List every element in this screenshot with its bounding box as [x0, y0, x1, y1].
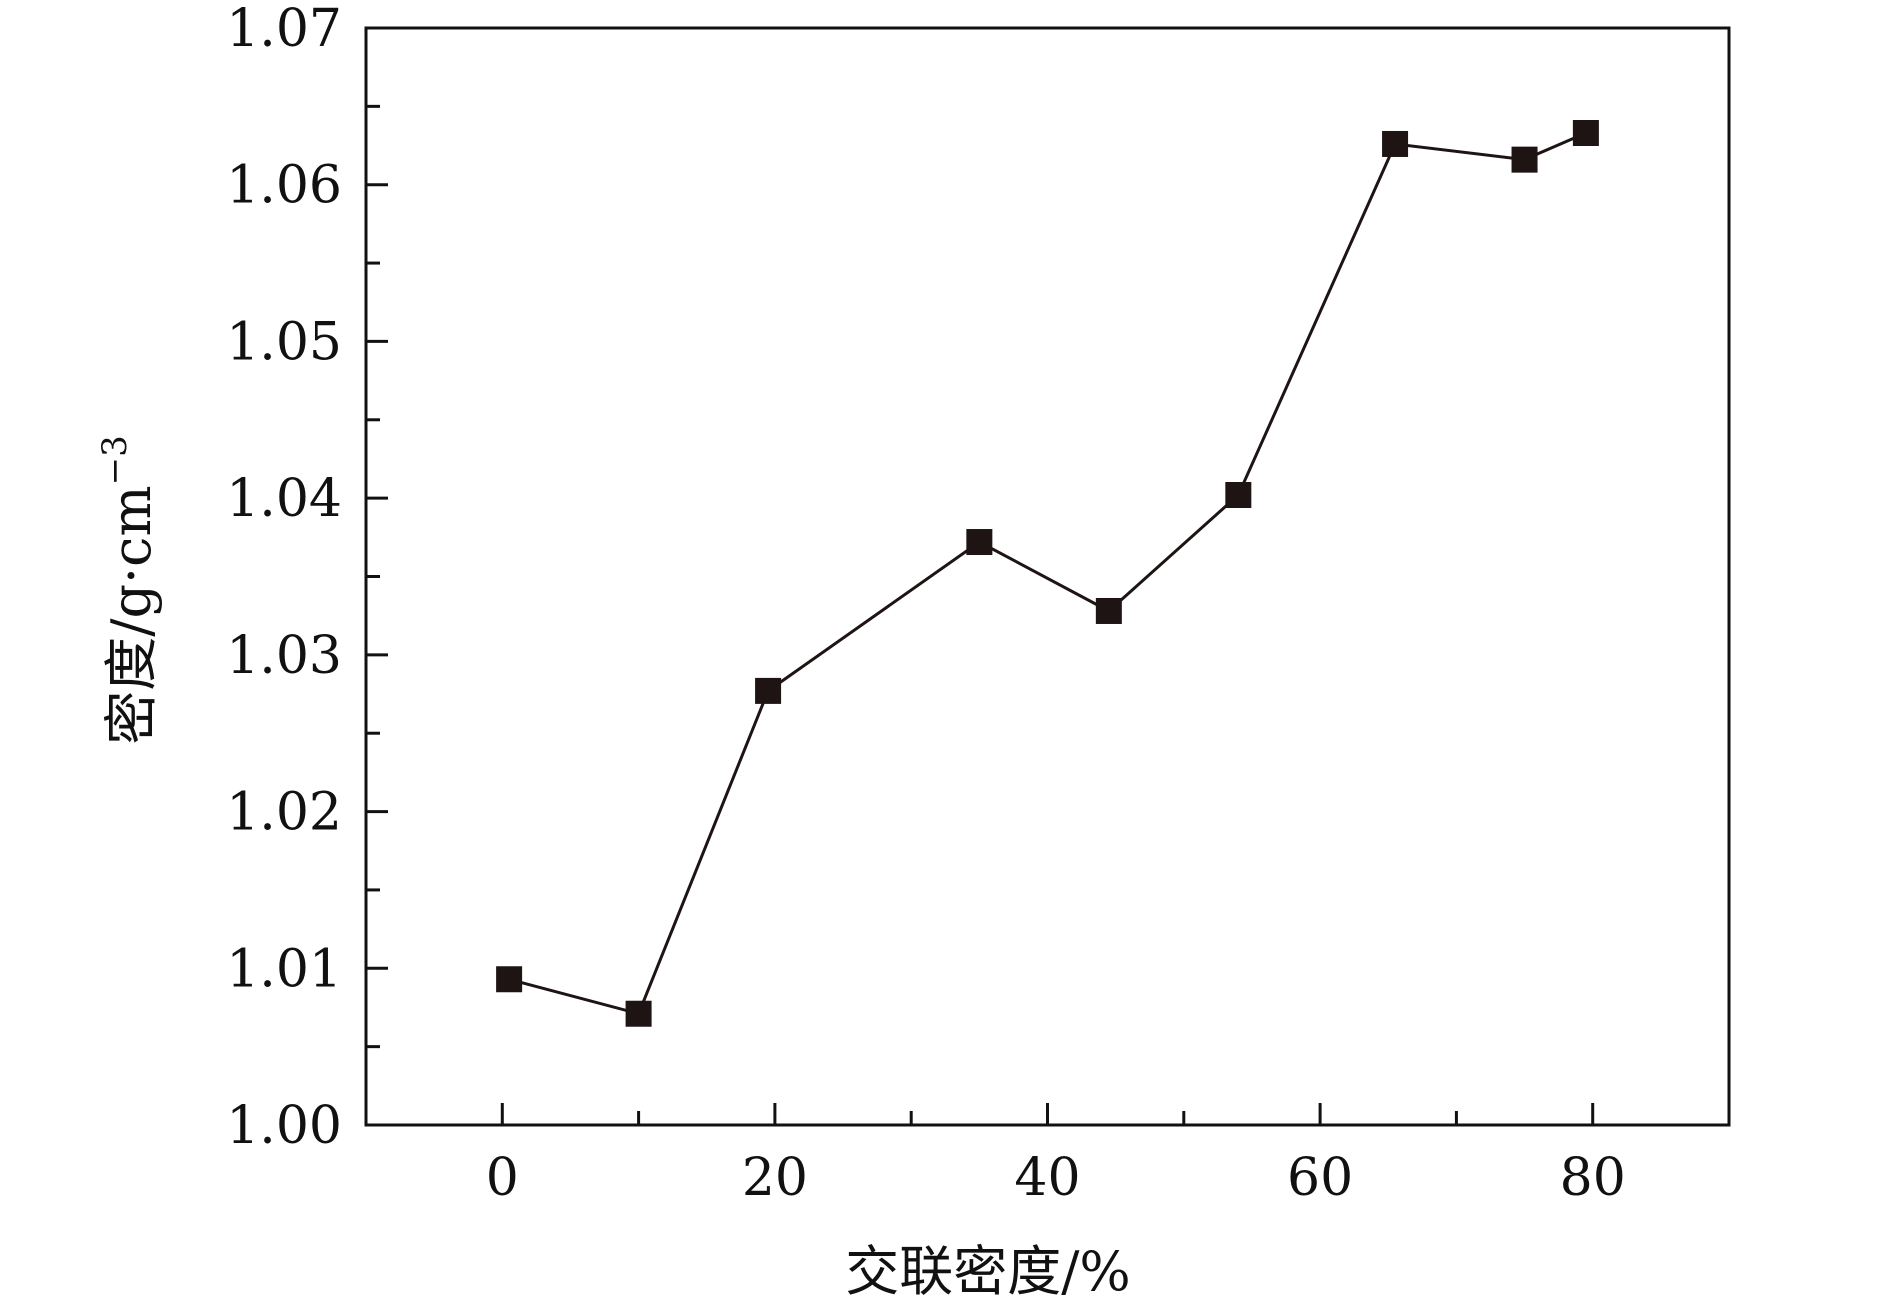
- y-axis-title-main: 密度/g·cm: [100, 485, 163, 744]
- y-tick-label: 1.00: [226, 1096, 342, 1156]
- x-tick-label: 0: [486, 1148, 519, 1208]
- data-point-marker: [1511, 146, 1538, 173]
- y-axis-ticks: [366, 26, 388, 1127]
- y-tick-label: 1.05: [226, 312, 342, 372]
- data-point-marker: [1095, 597, 1122, 624]
- x-axis-tick-labels: 0 20 40 60 80: [486, 1148, 1626, 1208]
- data-point-marker: [755, 677, 782, 704]
- y-tick-label: 1.03: [226, 626, 342, 686]
- y-tick-label: 1.02: [226, 783, 342, 843]
- series-markers: [496, 119, 1599, 1027]
- y-axis-title: 密度/g·cm−3: [95, 435, 163, 745]
- y-axis-tick-labels: 1.00 1.01 1.02 1.03 1.04 1.05 1.06 1.07: [226, 0, 342, 1156]
- data-point-marker: [1382, 130, 1409, 157]
- data-point-marker: [496, 966, 523, 993]
- x-axis-ticks: [500, 1103, 1595, 1125]
- y-tick-label: 1.01: [226, 939, 342, 999]
- y-tick-label: 1.06: [226, 156, 342, 216]
- x-tick-label: 40: [1014, 1148, 1080, 1208]
- y-tick-label: 1.07: [226, 0, 342, 59]
- x-tick-label: 60: [1287, 1148, 1353, 1208]
- series-line: [508, 131, 1587, 1016]
- data-point-marker: [625, 1000, 652, 1027]
- x-tick-label: 80: [1560, 1148, 1626, 1208]
- x-tick-label: 20: [742, 1148, 808, 1208]
- data-point-marker: [1225, 482, 1252, 509]
- plot-frame: [364, 26, 1731, 1127]
- y-tick-label: 1.04: [226, 469, 342, 529]
- data-point-marker: [966, 529, 993, 556]
- y-axis-title-exponent: −3: [95, 435, 135, 485]
- x-axis-title: 交联密度/%: [845, 1240, 1131, 1300]
- data-point-marker: [1572, 119, 1599, 146]
